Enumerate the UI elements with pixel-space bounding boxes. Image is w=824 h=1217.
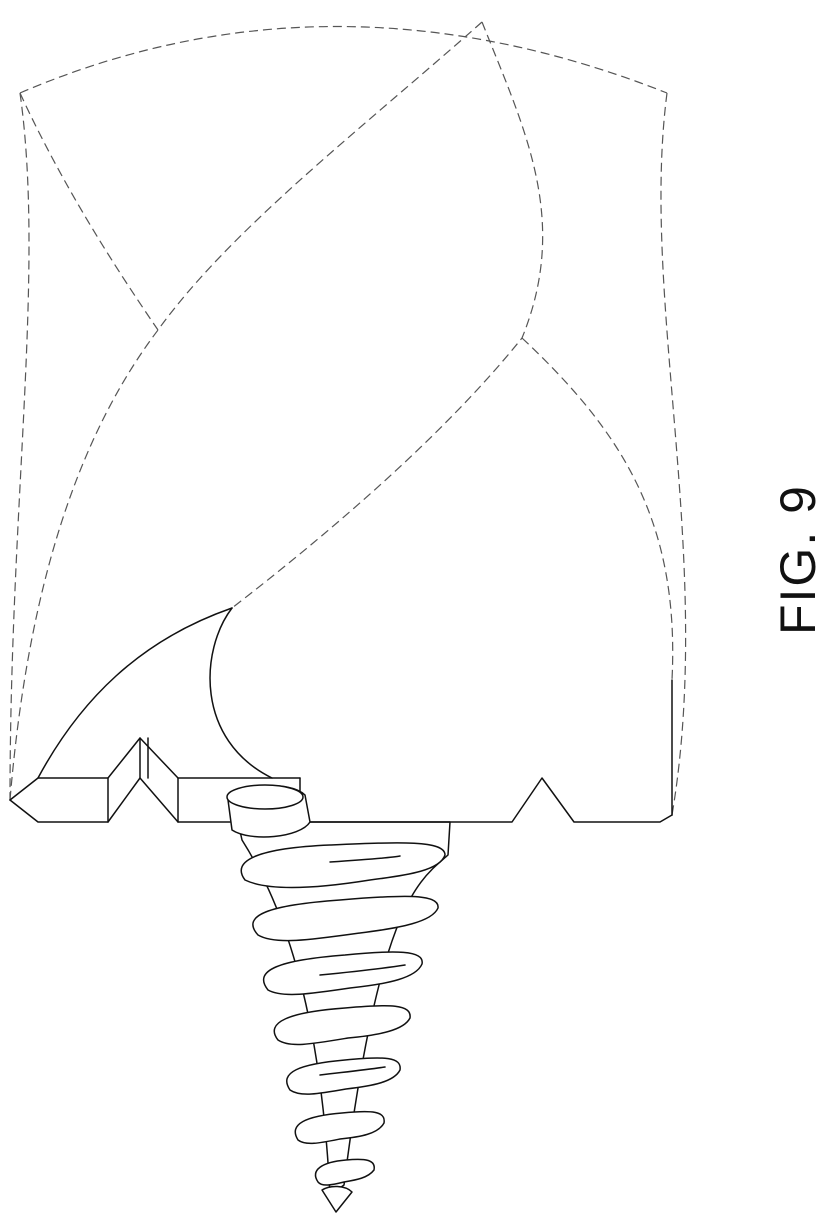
flute-curve-3	[232, 22, 543, 608]
screw-tip	[322, 1186, 352, 1212]
lead-screw	[227, 785, 450, 1212]
cutting-lip-outer	[38, 608, 232, 778]
screw-head-top	[227, 785, 303, 809]
drill-bit-body	[10, 22, 686, 815]
thread-1	[241, 843, 445, 888]
figure-label: FIG. 9	[770, 484, 824, 635]
thread-7	[316, 1159, 375, 1185]
thread-5	[287, 1058, 400, 1094]
cutting-lip-inner	[210, 608, 272, 778]
drill-right-outline	[661, 93, 686, 815]
thread-6	[295, 1112, 384, 1144]
thread-4	[274, 1006, 410, 1045]
thread-2	[253, 896, 438, 940]
drill-bottom-edge-right	[300, 778, 672, 822]
left-chamfer-lower	[10, 778, 230, 822]
flute-curve-4	[522, 338, 673, 680]
drill-tip-arc	[20, 27, 667, 94]
flute-curve-1	[20, 93, 158, 330]
drill-left-outline	[10, 93, 29, 800]
flute-curve-2	[10, 22, 482, 800]
cutting-edge	[10, 608, 672, 822]
